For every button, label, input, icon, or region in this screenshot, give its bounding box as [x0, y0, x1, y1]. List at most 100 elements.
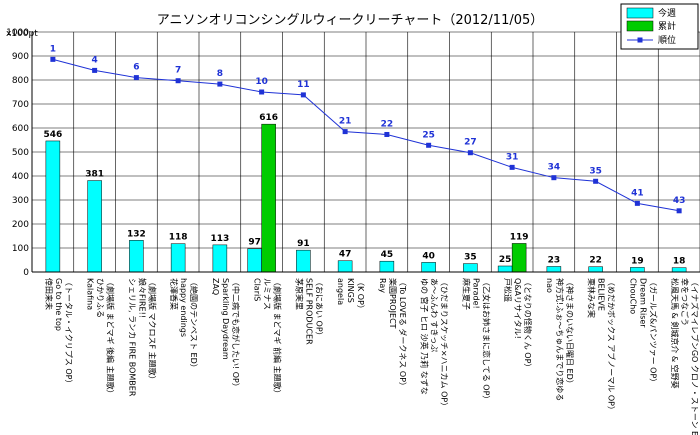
bar-week: [337, 260, 353, 273]
category-label: ZAQ Sparkling Daydream （中二病でも恋がしたい! OP）: [211, 278, 241, 391]
rank-value-label: 4: [91, 55, 97, 65]
y-tick-label: 700: [12, 100, 29, 110]
legend-label-cumulative: 累計: [658, 20, 676, 32]
rank-marker: [426, 142, 432, 148]
bar-cumulative-value-label: 119: [510, 232, 529, 242]
bar-week-value-label: 25: [499, 255, 512, 265]
bar-week: [497, 265, 513, 273]
bar-week: [212, 244, 228, 273]
y-tick-label: 0: [23, 268, 29, 278]
category-label-line: （めだかボックス アブノーマル OP）: [607, 278, 617, 414]
category-label-line: angela: [336, 278, 345, 305]
rank-marker: [634, 200, 640, 206]
rank-line-path: [52, 58, 680, 212]
y-tick-label: 300: [12, 196, 29, 206]
bar-week: [546, 266, 562, 273]
rank-value-label: 41: [631, 188, 644, 198]
rank-marker: [551, 175, 557, 181]
bar-week: [588, 266, 603, 273]
bar-week: [630, 267, 645, 273]
legend-label-week: 今週: [658, 7, 676, 19]
rank-value-label: 1: [50, 44, 56, 54]
category-label-line: KINGS: [346, 278, 355, 303]
category-label-line: （イナズマイレブンGO クロノ・ストーン ED）: [690, 278, 700, 435]
bar-week-value-label: 97: [248, 238, 261, 248]
category-label-line: 松風天馬 & 剣城京介 & 空野葵: [670, 278, 680, 389]
bar-week: [170, 243, 186, 273]
category-label-line: （トータル・イクリプス OP）: [64, 278, 73, 388]
axes: 0 100 200 300 400 500 600 700 800 900 1000: [6, 28, 700, 278]
category-label-line: （ガールズ&パンツァー OP）: [648, 278, 658, 386]
category-label-line: SELF PRODUCER: [304, 278, 313, 345]
y-tick-label: 900: [12, 52, 29, 62]
bars: 546 381 132 118 113 97 616 91 47 45 40 35 25 119 23 22 1…: [43, 113, 687, 273]
rank-value-label: 43: [673, 196, 686, 206]
rank-value-label: 11: [297, 80, 310, 90]
rank-value-label: 22: [381, 119, 394, 129]
category-label-line: 茅原実里: [294, 278, 304, 310]
category-label-line: 娘々FIRE!!: [137, 278, 147, 318]
bar-week-value-label: 132: [127, 229, 146, 239]
category-label-line: （劇場版 マクロスF 主題歌）: [147, 278, 157, 384]
rank-marker: [300, 92, 306, 98]
category-label: nao 神方式!ふぉ～ちゅんまでり恋ゆる （神さまのいない日曜日 ED）: [545, 278, 575, 401]
bar-week: [87, 180, 102, 273]
rank-marker: [467, 150, 473, 156]
category-label: 茅原実里 SELF PRODUCER （おにあい OP）: [294, 278, 323, 345]
category-label: ChouCho Dream Riser （ガールズ&パンツァー OP）: [628, 278, 658, 386]
rank-marker: [133, 75, 139, 81]
category-label-line: 栗林みな実: [587, 278, 597, 318]
legend-swatch-cumulative: [626, 20, 654, 32]
bar-week-value-label: 18: [673, 257, 686, 267]
rank-marker: [175, 78, 181, 84]
category-label-line: ZAQ: [211, 278, 220, 295]
bar-week-value-label: 381: [85, 170, 104, 180]
bar-week: [379, 260, 395, 273]
category-label-line: （絶園のテンペスト ED）: [189, 278, 199, 372]
rank-marker: [676, 208, 682, 214]
category-label-line: （おにあい OP）: [314, 278, 323, 340]
category-label-line: ChouCho: [628, 278, 637, 314]
category-label: 戸松遥 Q&Aリサイタル! （となりの怪物くん OP）: [503, 278, 533, 371]
gridlines: [31, 31, 700, 273]
rank-value-label: 34: [548, 163, 561, 173]
bar-week: [129, 240, 144, 273]
bar-week: [247, 248, 262, 273]
rank-value-label: 27: [464, 138, 477, 148]
category-label-line: （K OP）: [356, 278, 365, 313]
rank-value-label: 35: [589, 166, 602, 176]
category-label-line: 花澤香菜: [169, 278, 179, 310]
category-label-line: （To LOVEる ダークネス OP）: [398, 278, 408, 390]
y-axis-unit-label: x100pt: [6, 29, 38, 39]
bar-week-value-label: 546: [43, 130, 62, 140]
rank-marker: [342, 129, 348, 135]
category-label-line: ゆの 宮子 ヒロ 沙英 乃莉 なずな: [420, 278, 430, 395]
category-label-line: Dream Riser: [638, 278, 647, 328]
category-label-line: あ～ふんわ すきっぷ: [430, 278, 439, 352]
category-label-line: （中二病でも恋がしたい! OP）: [231, 278, 241, 391]
category-label: 松風天馬 & 剣城京介 & 空野葵 幸をつなごう （イナズマイレブンGO クロノ・ス…: [670, 278, 700, 435]
rank-value-label: 21: [339, 117, 352, 127]
y-tick-label: 800: [12, 76, 29, 86]
rank-value-label: 6: [133, 63, 139, 73]
category-label-line: happy endings: [179, 278, 188, 337]
y-tick-label: 400: [12, 172, 29, 182]
legend-label-rank: 順位: [658, 34, 676, 46]
category-label-line: 戸松遥: [503, 278, 513, 302]
bar-week: [296, 249, 311, 273]
rank-marker: [259, 89, 265, 95]
category-label-line: Kalafina: [86, 278, 95, 310]
bar-week-value-label: 118: [169, 233, 188, 243]
category-label: Kalafina ひかりふる （劇場版 まどマギ 後編 主題歌）: [86, 278, 116, 398]
rank-marker: [593, 178, 599, 184]
category-label: 倖田来未 Go to the top （トータル・イクリプス OP）: [44, 278, 73, 388]
rank-marker: [50, 56, 56, 62]
category-label-line: Parade!: [471, 278, 480, 309]
rank-value-label: 10: [255, 77, 268, 87]
category-label-line: 麻生夏子: [461, 278, 471, 310]
rank-value-label: 25: [422, 130, 435, 140]
category-label-line: Q&Aリサイタル!: [513, 278, 522, 339]
chart-title: アニソンオリコンシングルウィークリーチャート（2012/11/05）: [157, 13, 544, 28]
